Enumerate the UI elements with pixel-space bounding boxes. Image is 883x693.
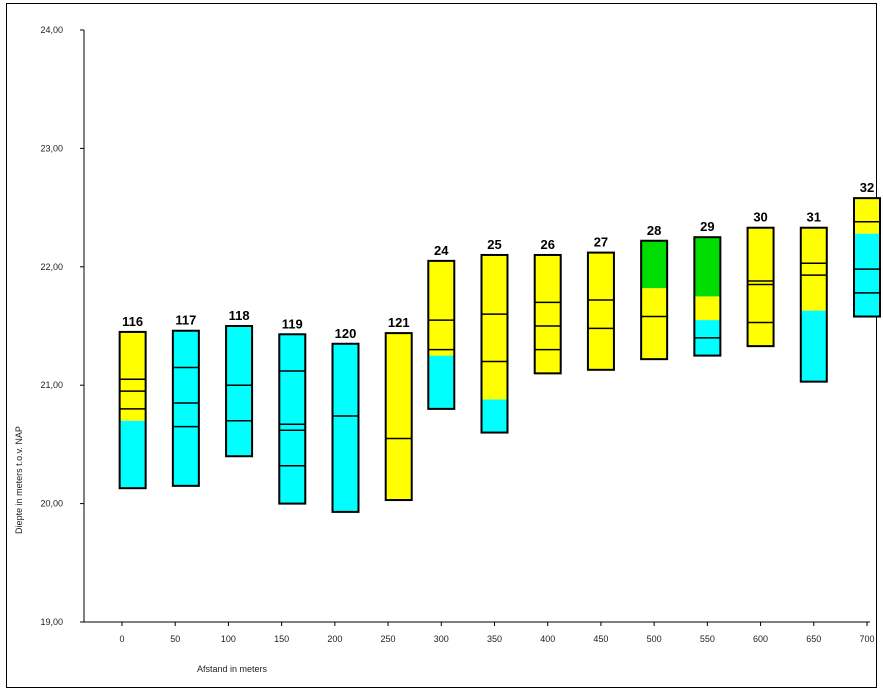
- core-label: 24: [434, 243, 449, 258]
- x-tick-label: 150: [274, 634, 289, 644]
- x-axis-title: Afstand in meters: [197, 664, 268, 674]
- core-outline: [799, 226, 828, 383]
- core-segment: [428, 260, 455, 356]
- x-tick-label: 500: [647, 634, 662, 644]
- core-outline: [171, 329, 200, 487]
- core-outline: [746, 226, 775, 348]
- core-118: 118: [225, 308, 254, 458]
- core-label: 26: [540, 237, 554, 252]
- core-label: 116: [122, 314, 143, 329]
- core-segment: [385, 333, 412, 501]
- x-tick-label: 300: [434, 634, 449, 644]
- core-label: 120: [335, 326, 357, 341]
- core-outline: [480, 253, 509, 434]
- x-tick-label: 700: [859, 634, 874, 644]
- x-tick-label: 250: [381, 634, 396, 644]
- core-30: 30: [746, 210, 775, 348]
- core-segment: [279, 334, 306, 504]
- y-tick-label: 21,00: [40, 380, 63, 390]
- core-label: 119: [282, 316, 303, 331]
- y-tick-label: 20,00: [40, 499, 63, 509]
- x-tick-label: 100: [221, 634, 236, 644]
- x-ticks: 0 50 100 150 200 250 300 350 400 450 500 550 600 650 7…: [119, 622, 875, 644]
- y-tick-label: 23,00: [40, 143, 63, 153]
- core-28: 28: [640, 223, 669, 361]
- core-label: 29: [700, 219, 714, 234]
- core-119: 119: [278, 316, 307, 505]
- cores: 1161171181191201212425262728293031323334…: [118, 180, 881, 513]
- core-segment: [119, 420, 146, 489]
- core-outline: [853, 197, 881, 318]
- core-label: 27: [594, 235, 608, 250]
- core-121: 121: [384, 315, 413, 502]
- core-24: 24: [427, 243, 456, 410]
- x-tick-label: 0: [119, 634, 124, 644]
- core-segment: [534, 254, 561, 374]
- core-27: 27: [586, 235, 615, 371]
- core-outline: [427, 259, 456, 410]
- core-26: 26: [533, 237, 562, 375]
- x-tick-label: 450: [593, 634, 608, 644]
- core-segment: [119, 331, 146, 421]
- y-ticks: 19,00 20,00 21,00 22,00 23,00 24,00: [40, 25, 84, 627]
- axes: [83, 30, 870, 623]
- x-tick-label: 400: [540, 634, 555, 644]
- x-tick-label: 550: [700, 634, 715, 644]
- x-tick-label: 200: [327, 634, 342, 644]
- core-outline: [331, 342, 360, 513]
- core-32: 32: [853, 180, 881, 318]
- x-tick-label: 350: [487, 634, 502, 644]
- core-segment: [428, 355, 455, 409]
- core-label: 25: [487, 237, 501, 252]
- core-segment: [641, 240, 668, 289]
- core-segment: [481, 399, 508, 433]
- core-label: 121: [388, 315, 410, 330]
- core-segment: [481, 254, 508, 400]
- core-outline: [533, 253, 562, 375]
- core-label: 28: [647, 223, 661, 238]
- core-label: 118: [229, 308, 250, 323]
- core-117: 117: [171, 313, 200, 487]
- core-segment: [332, 343, 359, 512]
- core-116: 116: [118, 314, 147, 490]
- core-segment: [587, 252, 614, 370]
- core-25: 25: [480, 237, 509, 434]
- core-120: 120: [331, 326, 360, 513]
- core-segment: [694, 296, 721, 321]
- core-segment: [854, 198, 880, 234]
- core-outline: [640, 239, 669, 361]
- x-tick-label: 50: [170, 634, 180, 644]
- core-segment: [747, 227, 774, 347]
- core-label: 117: [175, 313, 196, 328]
- core-segment: [172, 330, 199, 486]
- core-29: 29: [693, 219, 722, 357]
- core-label: 32: [860, 180, 874, 195]
- core-31: 31: [799, 210, 828, 383]
- x-tick-label: 650: [806, 634, 821, 644]
- core-segment: [226, 326, 253, 457]
- core-outline: [278, 333, 307, 505]
- core-label: 30: [753, 210, 767, 225]
- core-segment: [694, 237, 721, 297]
- core-outline: [118, 330, 147, 490]
- core-segment: [800, 227, 827, 311]
- core-label: 31: [807, 210, 821, 225]
- x-tick-label: 600: [753, 634, 768, 644]
- core-segment: [800, 310, 827, 382]
- core-outline: [693, 236, 722, 357]
- core-outline: [384, 332, 413, 502]
- core-segment: [641, 288, 668, 360]
- y-tick-label: 24,00: [40, 25, 63, 35]
- core-segment: [854, 233, 880, 317]
- core-outline: [586, 251, 615, 371]
- core-outline: [225, 325, 254, 458]
- y-axis-title: Diepte in meters t.o.v. NAP: [14, 426, 24, 534]
- y-tick-label: 19,00: [40, 617, 63, 627]
- y-tick-label: 22,00: [40, 262, 63, 272]
